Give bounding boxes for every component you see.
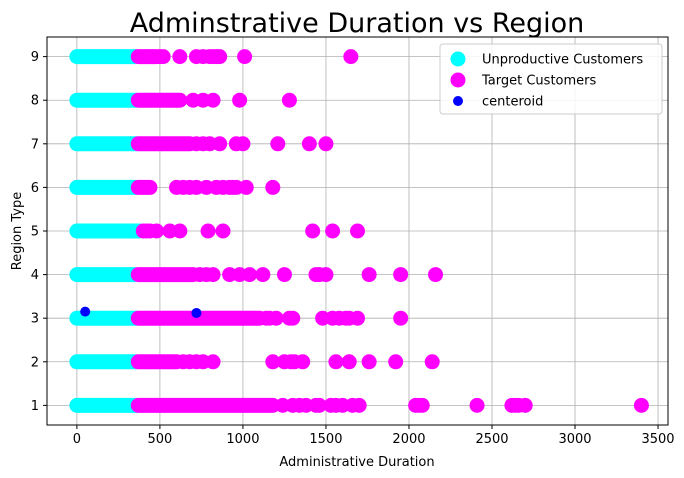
target-point — [205, 354, 221, 370]
target-point — [393, 310, 409, 326]
target-point — [328, 354, 344, 370]
target-band — [130, 92, 188, 108]
target-point — [393, 267, 409, 283]
x-tick-label: 3000 — [558, 432, 591, 447]
y-tick-label: 1 — [31, 399, 39, 414]
target-point — [212, 136, 228, 152]
target-point — [265, 179, 281, 195]
target-point — [341, 354, 357, 370]
target-band — [130, 310, 268, 326]
x-axis: 0 500 1000 1500 2000 2500 3000 3500 — [73, 425, 675, 447]
target-point — [469, 397, 485, 413]
x-tick-label: 2000 — [392, 432, 425, 447]
legend-box — [439, 43, 663, 115]
unproductive-band — [69, 354, 144, 370]
legend-marker — [450, 51, 466, 67]
target-point — [276, 267, 292, 283]
target-point — [172, 223, 188, 239]
x-tick-label: 2500 — [475, 432, 508, 447]
y-axis: 1 2 3 4 5 6 7 8 9 — [31, 50, 47, 414]
target-point — [268, 310, 284, 326]
target-point — [301, 136, 317, 152]
y-tick-label: 4 — [31, 268, 39, 283]
target-point — [428, 267, 444, 283]
x-tick-label: 3500 — [641, 432, 674, 447]
target-point — [281, 92, 297, 108]
legend-label: Unproductive Customers — [482, 53, 643, 68]
target-point — [232, 92, 248, 108]
target-point — [238, 179, 254, 195]
target-point — [255, 267, 271, 283]
y-tick-label: 5 — [31, 225, 39, 240]
y-tick-label: 8 — [31, 94, 39, 109]
target-point — [351, 397, 367, 413]
target-point — [361, 354, 377, 370]
y-tick-label: 3 — [31, 312, 39, 327]
target-point — [414, 397, 430, 413]
legend-marker — [450, 72, 466, 88]
target-point — [205, 267, 221, 283]
x-tick-label: 0 — [73, 432, 81, 447]
target-band — [130, 267, 201, 283]
target-point — [318, 267, 334, 283]
unproductive-band — [69, 49, 144, 65]
target-point — [265, 354, 281, 370]
target-point — [424, 354, 440, 370]
target-point — [205, 92, 221, 108]
unproductive-band — [69, 267, 143, 283]
target-point — [200, 223, 216, 239]
target-band — [130, 354, 185, 370]
target-point — [517, 397, 533, 413]
target-point — [285, 310, 301, 326]
y-tick-label: 6 — [31, 181, 39, 196]
target-point — [325, 223, 341, 239]
band-layer — [69, 49, 281, 413]
target-point — [149, 223, 165, 239]
x-tick-label: 1500 — [309, 432, 342, 447]
target-point — [305, 223, 321, 239]
target-point — [350, 223, 365, 239]
target-point — [270, 136, 286, 152]
target-point — [295, 354, 311, 370]
y-tick-label: 9 — [31, 50, 39, 65]
target-band — [130, 179, 158, 195]
y-axis-label: Region Type — [10, 192, 25, 271]
chart-title: Adminstrative Duration vs Region — [130, 8, 585, 39]
unproductive-band — [69, 136, 145, 152]
target-point — [388, 354, 404, 370]
target-point — [350, 310, 365, 326]
target-point — [215, 223, 231, 239]
unproductive-band — [69, 223, 147, 239]
legend-label: Target Customers — [481, 74, 596, 89]
x-axis-label: Administrative Duration — [279, 455, 434, 470]
target-point — [318, 136, 334, 152]
unproductive-band — [69, 397, 145, 413]
target-point — [343, 49, 359, 65]
point-layer — [80, 49, 649, 413]
x-tick-label: 1000 — [226, 432, 259, 447]
target-point — [237, 49, 253, 65]
target-point — [633, 397, 649, 413]
target-point — [242, 267, 258, 283]
legend-marker — [453, 96, 463, 106]
legend-label: centeroid — [482, 95, 543, 110]
centeroid-point — [191, 307, 202, 318]
x-tick-label: 500 — [147, 432, 172, 447]
y-tick-label: 7 — [31, 137, 39, 152]
centeroid-point — [80, 306, 91, 317]
target-point — [311, 397, 327, 413]
unproductive-band — [69, 92, 145, 108]
unproductive-band — [69, 179, 144, 195]
legend: Unproductive Customers Target Customers ce… — [439, 43, 663, 115]
target-point — [361, 267, 377, 283]
target-band — [130, 397, 281, 413]
y-tick-label: 2 — [31, 355, 39, 370]
target-point — [172, 49, 188, 65]
target-point — [235, 136, 251, 152]
target-point — [212, 49, 228, 65]
target-point — [155, 49, 171, 65]
target-band — [130, 136, 198, 152]
